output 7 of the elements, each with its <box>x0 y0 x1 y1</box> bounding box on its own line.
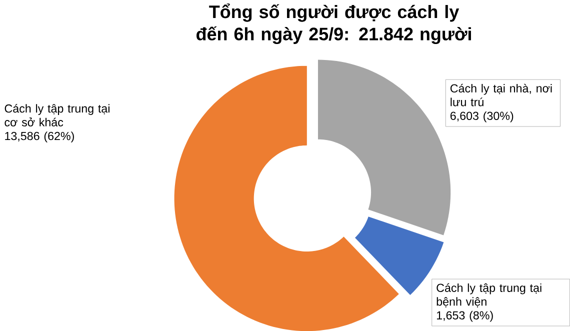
slice-label: Cách ly tại nhà, nơi lưu trú <box>450 84 552 106</box>
chart-title: Tổng số người được cách ly đến 6h ngày 25/9: 21.842 người <box>196 3 471 44</box>
slice-label: Cách ly tập trung tại bệnh viện <box>436 283 542 308</box>
slice-label: Cách ly tập trung tại cơ sở khác <box>4 104 110 126</box>
data-label: 1,653 (8%) <box>436 310 493 322</box>
data-label: 13,586 (62%) <box>5 132 74 142</box>
data-label: 6,603 (30%) <box>450 111 514 122</box>
